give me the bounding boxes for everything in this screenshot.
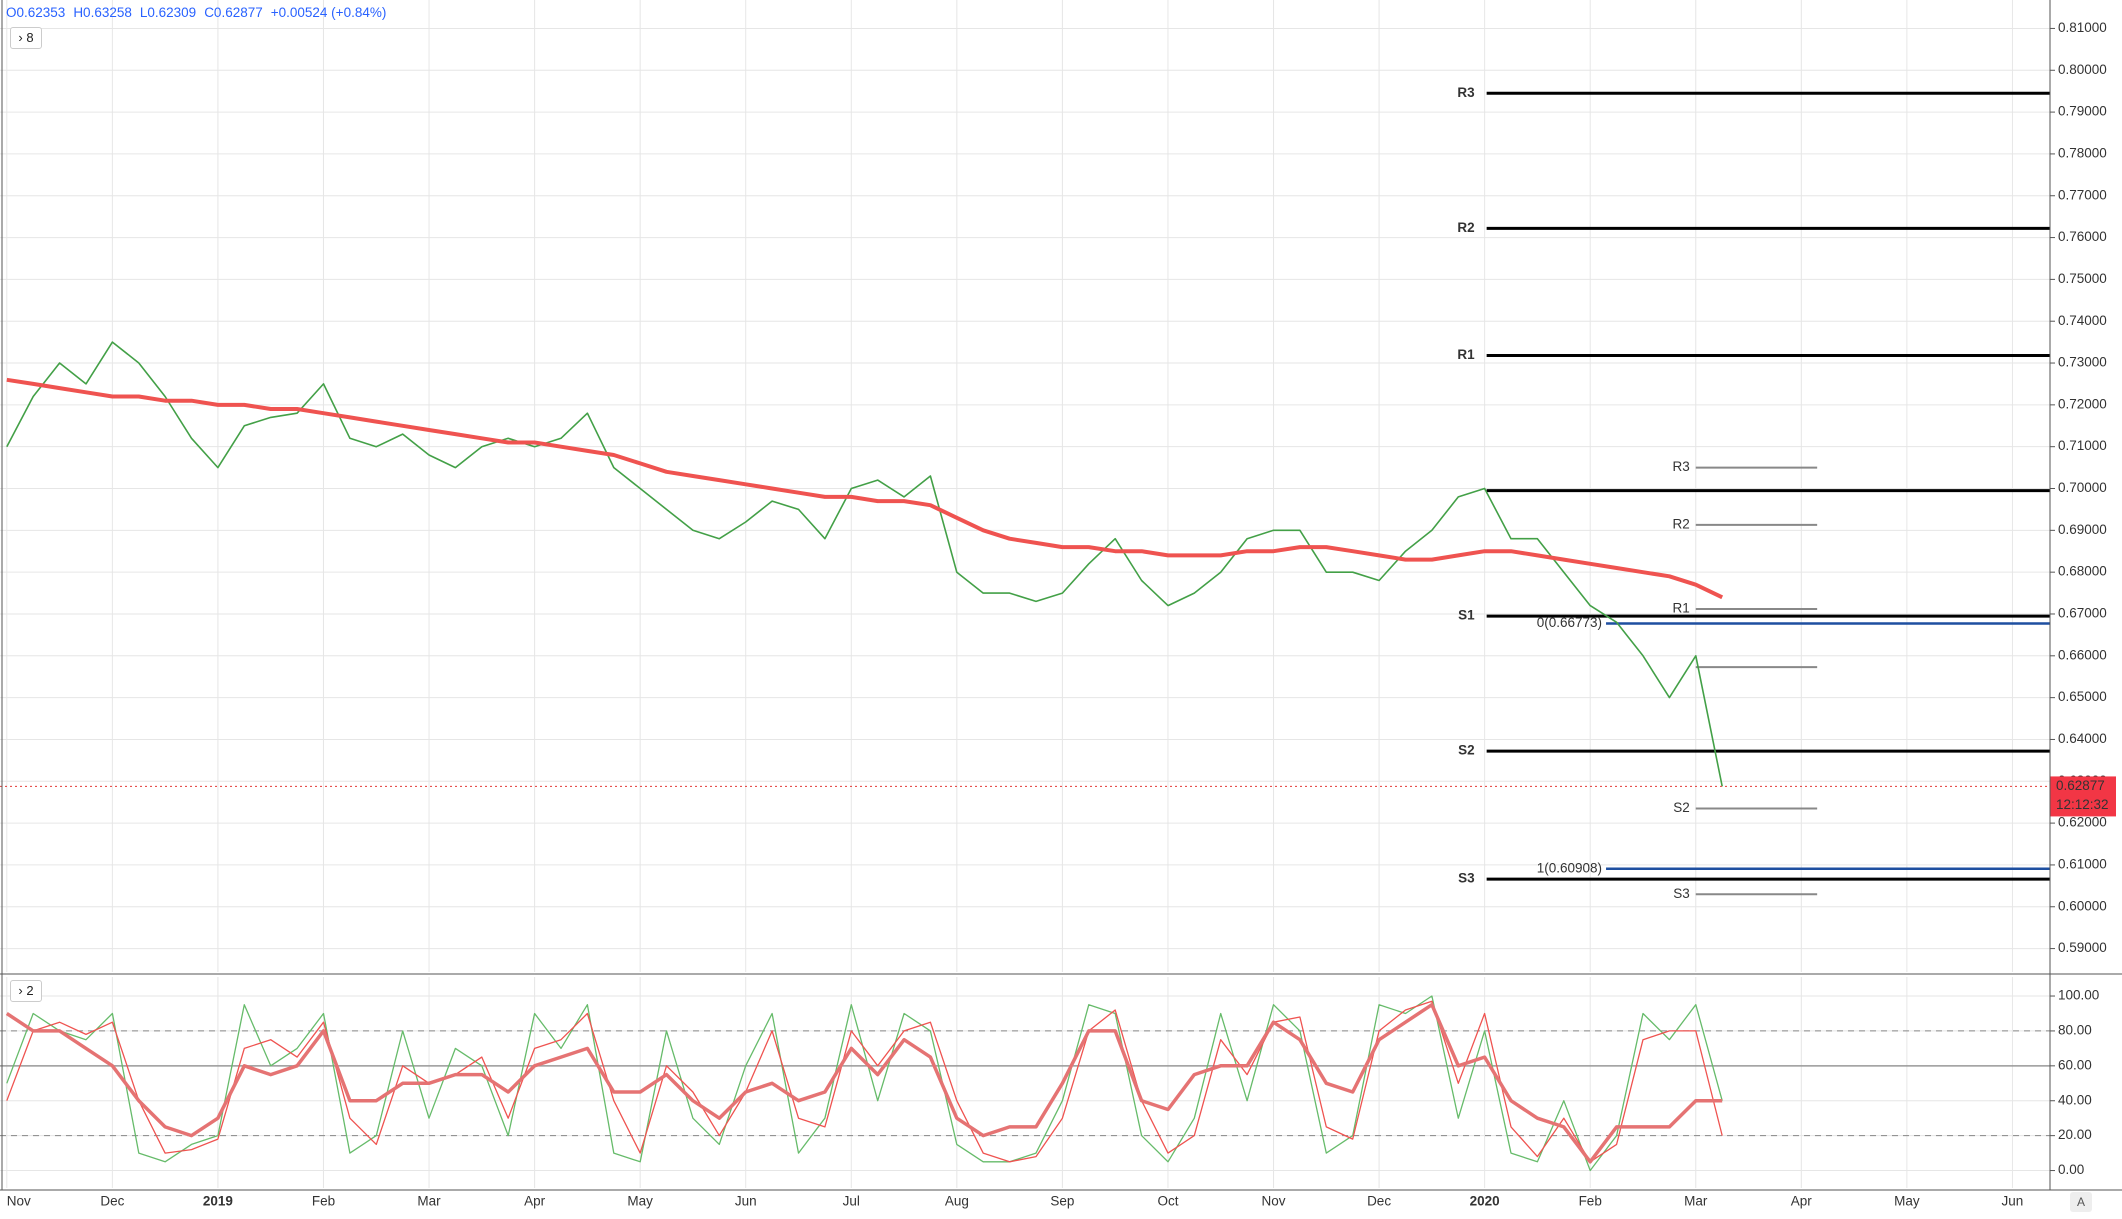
y-tick-label: 0.61000 <box>2058 856 2107 871</box>
x-tick-label: Mar <box>1684 1194 1708 1209</box>
y-tick-label: 0.67000 <box>2058 606 2107 621</box>
y-tick-label: 80.00 <box>2058 1022 2092 1037</box>
y-tick-label: 40.00 <box>2058 1092 2092 1107</box>
pivot-line-label: S3 <box>1458 871 1475 886</box>
y-tick-label: 0.62000 <box>2058 815 2107 830</box>
pivot-line-short-label: R1 <box>1672 601 1689 616</box>
ohlc-legend: O0.62353 H0.63258 L0.62309 C0.62877 +0.00524… <box>6 5 394 20</box>
y-tick-label: 0.80000 <box>2058 62 2107 77</box>
pivot-line-short-label: S3 <box>1673 886 1690 901</box>
y-tick-label: 0.81000 <box>2058 20 2107 35</box>
y-tick-label: 0.59000 <box>2058 940 2107 955</box>
x-tick-label: Mar <box>417 1194 441 1209</box>
x-tick-label: Feb <box>312 1194 335 1209</box>
pivot-line-label: R1 <box>1457 347 1475 362</box>
open: O0.62353 <box>6 5 66 20</box>
badge-count: 8 <box>26 30 34 45</box>
pivot-line-label: S1 <box>1458 608 1475 623</box>
x-tick-label: Dec <box>100 1194 124 1209</box>
pivot-line-label: S2 <box>1458 743 1475 758</box>
y-tick-label: 0.72000 <box>2058 396 2107 411</box>
x-tick-label: Nov <box>1262 1194 1286 1209</box>
y-tick-label: 0.71000 <box>2058 438 2107 453</box>
y-tick-label: 0.00 <box>2058 1162 2084 1177</box>
indicator-toggle[interactable]: › 2 <box>10 980 42 1002</box>
pivot-line-short-label: S2 <box>1673 800 1690 815</box>
pivot-line-label: R3 <box>1457 85 1475 100</box>
axis-background <box>2050 0 2122 1219</box>
pivot-line-label: R2 <box>1457 220 1474 235</box>
y-tick-label: 0.75000 <box>2058 271 2107 286</box>
y-tick-label: 0.65000 <box>2058 689 2107 704</box>
x-tick-label: Jul <box>843 1194 860 1209</box>
countdown-label: 12:12:32 <box>2056 797 2109 812</box>
y-tick-label: 0.79000 <box>2058 104 2107 119</box>
last-price-box <box>2050 776 2116 817</box>
auto-scale-button[interactable]: A <box>2070 1192 2092 1212</box>
high: H0.63258 <box>73 5 132 20</box>
close: C0.62877 <box>204 5 263 20</box>
y-tick-label: 0.76000 <box>2058 229 2107 244</box>
pivot-line-short-label: R2 <box>1672 516 1689 531</box>
y-tick-label: 20.00 <box>2058 1127 2092 1142</box>
series-line <box>5 1002 1723 1164</box>
y-tick-label: 60.00 <box>2058 1057 2092 1072</box>
badge-count: 2 <box>26 983 34 998</box>
x-tick-label: 2019 <box>203 1194 233 1209</box>
series-line <box>6 377 1724 600</box>
last-price-label: 0.62877 <box>2056 778 2105 793</box>
x-tick-label: Aug <box>945 1194 969 1209</box>
x-tick-label: Nov <box>7 1194 31 1209</box>
x-tick-label: Sep <box>1050 1194 1074 1209</box>
y-tick-label: 0.64000 <box>2058 731 2107 746</box>
x-tick-label: May <box>1894 1194 1920 1209</box>
indicator-toggle[interactable]: › 8 <box>10 27 42 49</box>
x-tick-label: Apr <box>524 1194 546 1209</box>
series-line <box>6 1000 1723 1163</box>
y-tick-label: 0.77000 <box>2058 187 2107 202</box>
y-tick-label: 0.70000 <box>2058 480 2107 495</box>
y-tick-label: 0.66000 <box>2058 647 2107 662</box>
pivot-line-short-label: R3 <box>1672 459 1689 474</box>
x-tick-label: Feb <box>1579 1194 1602 1209</box>
y-tick-label: 0.78000 <box>2058 145 2107 160</box>
fib-line-label: 1(0.60908) <box>1537 860 1602 875</box>
y-tick-label: 100.00 <box>2058 988 2099 1003</box>
y-tick-label: 0.60000 <box>2058 898 2107 913</box>
y-tick-label: 0.69000 <box>2058 522 2107 537</box>
fib-line-label: 0(0.66773) <box>1537 615 1602 630</box>
x-tick-label: May <box>627 1194 653 1209</box>
x-tick-label: 2020 <box>1470 1194 1500 1209</box>
y-tick-label: 0.74000 <box>2058 313 2107 328</box>
change: +0.00524 (+0.84%) <box>270 5 387 20</box>
x-tick-label: Jun <box>735 1194 757 1209</box>
y-tick-label: 0.68000 <box>2058 564 2107 579</box>
x-tick-label: Apr <box>1791 1194 1813 1209</box>
x-tick-label: Dec <box>1367 1194 1391 1209</box>
y-tick-label: 0.73000 <box>2058 355 2107 370</box>
x-tick-label: Jun <box>2002 1194 2024 1209</box>
x-tick-label: Oct <box>1157 1194 1178 1209</box>
series-line <box>6 995 1723 1172</box>
low: L0.62309 <box>139 5 197 20</box>
series-line <box>6 341 1723 787</box>
